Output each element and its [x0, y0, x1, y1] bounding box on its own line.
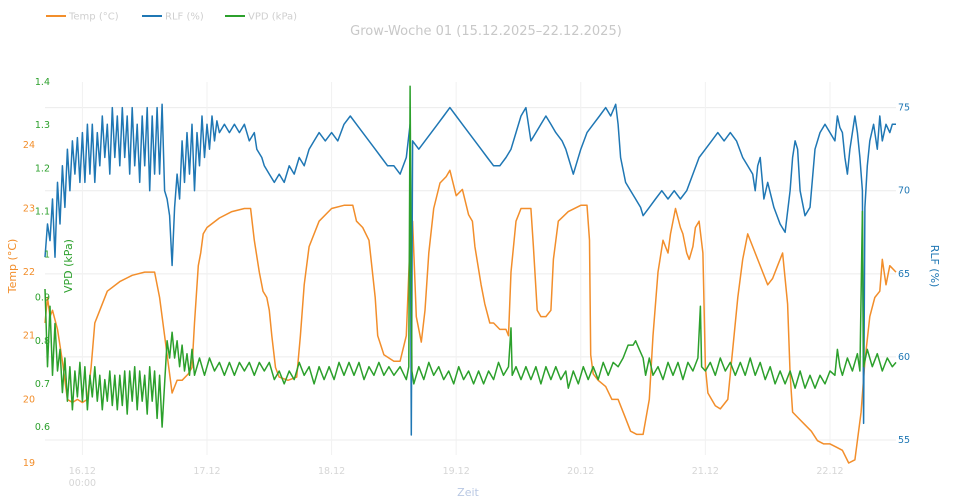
vpd-tick-label: 1: [44, 250, 50, 261]
rlf-tick-label: 70: [898, 186, 910, 197]
rlf-tick-label: 60: [898, 352, 910, 363]
legend-item-rlf[interactable]: RLF (%): [142, 12, 204, 23]
rlf-tick-label: 75: [898, 103, 910, 114]
series-line-vpd[interactable]: [44, 85, 897, 428]
rlf-tick-label: 65: [898, 269, 910, 280]
rlf-axis-title: RLF (%): [928, 245, 941, 288]
x-tick-label: 17.12: [193, 466, 220, 477]
vpd-tick-label: 0.6: [35, 422, 50, 433]
x-tick-label: 20.12: [567, 466, 594, 477]
vpd-tick-label: 1.2: [35, 163, 50, 174]
temp-tick-label: 22: [23, 267, 35, 278]
axes: 19 20 21 22 23 24 0.6 0.7 0.8 0.9 1 1.1 1.2 1.3 1.4 55 6…: [23, 77, 910, 489]
legend-item-vpd[interactable]: VPD (kPa): [225, 12, 297, 23]
series-line-rlf[interactable]: [44, 103, 896, 436]
vpd-tick-label: 0.8: [35, 336, 50, 347]
temp-tick-label: 20: [23, 394, 35, 405]
temp-tick-label: 23: [23, 203, 35, 214]
x-tick-label: 21.12: [692, 466, 719, 477]
x-tick-label: 22.12: [816, 466, 843, 477]
series-lines: [44, 85, 897, 464]
temp-axis-title: Temp (°C): [6, 239, 19, 295]
x-tick-sublabel: 00:00: [69, 478, 96, 489]
vpd-tick-label: 1.1: [35, 206, 50, 217]
legend-item-temp[interactable]: Temp (°C): [46, 12, 119, 23]
grid: [45, 82, 896, 455]
vpd-axis-title: VPD (kPa): [62, 239, 75, 293]
legend[interactable]: Temp (°C) RLF (%) VPD (kPa): [46, 12, 297, 23]
vpd-tick-label: 1.4: [35, 77, 50, 88]
x-tick-label: 18.12: [318, 466, 345, 477]
temp-tick-label: 21: [23, 331, 35, 342]
legend-label: RLF (%): [165, 12, 204, 23]
x-tick-label: 16.12: [69, 466, 96, 477]
chart-title: Grow-Woche 01 (15.12.2025–22.12.2025): [350, 24, 622, 39]
temp-tick-label: 19: [23, 458, 35, 469]
x-tick-label: 19.12: [443, 466, 470, 477]
legend-label: VPD (kPa): [248, 12, 297, 23]
series-line-temp[interactable]: [44, 169, 897, 464]
vpd-tick-label: 1.3: [35, 120, 50, 131]
x-axis-title: Zeit: [457, 486, 479, 499]
rlf-tick-label: 55: [898, 435, 910, 446]
legend-label: Temp (°C): [68, 12, 119, 23]
temp-tick-label: 24: [23, 140, 35, 151]
vpd-tick-label: 0.9: [35, 293, 50, 304]
vpd-tick-label: 0.7: [35, 379, 50, 390]
